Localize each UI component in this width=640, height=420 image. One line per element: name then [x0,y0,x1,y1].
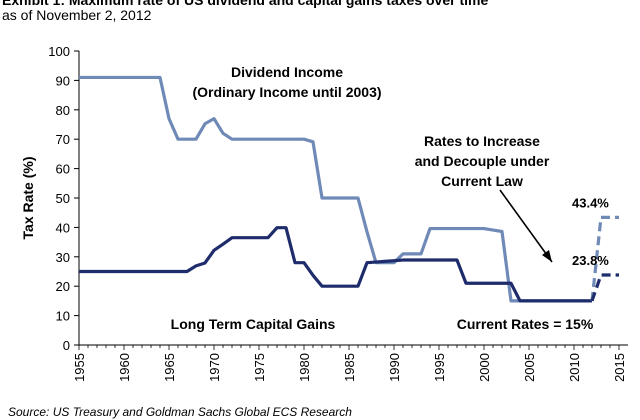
series-line-0 [79,75,592,303]
annotations: Dividend Income (Ordinary Income until 20… [171,64,610,332]
y-axis-label: Tax Rate (%) [20,157,36,240]
x-tick-label: 2005 [522,353,537,382]
increase-annotation-line-1: and Decouple under [415,153,550,169]
series-lines [79,75,619,303]
dividend-2013-label: 43.4% [572,195,609,210]
annotation-arrowhead [542,250,552,262]
y-tick-label: 20 [56,279,70,294]
y-axis: 0 10 20 30 40 50 60 70 80 90 100 Tax Rate (%) [20,44,80,353]
y-tick-label: 0 [63,338,70,353]
x-axis: 1955 1960 1965 1970 1975 1980 1985 1990 1995 2000… [72,344,628,382]
y-tick-label: 70 [56,132,70,147]
x-tick-label: 2015 [612,353,627,382]
x-tick-label: 1960 [117,353,132,382]
chart-subtitle: as of November 2, 2012 [2,7,152,23]
chart-title: Exhibit 1: Maximum rate of US dividend a… [2,0,489,8]
y-tick-label: 10 [56,309,70,324]
y-tick-label: 40 [56,220,70,235]
capgains-annotation-line-0: Long Term Capital Gains [171,316,336,332]
current-rates-annotation-line-0: Current Rates = 15% [457,316,594,332]
source-note: Source: US Treasury and Goldman Sachs Gl… [8,405,352,419]
x-tick-label: 1995 [432,353,447,382]
x-tick-label: 2000 [477,353,492,382]
y-tick-label: 100 [48,44,70,59]
increase-annotation-line-2: Current Law [441,173,523,189]
x-tick-label: 1975 [252,353,267,382]
y-tick-label: 90 [56,73,70,88]
annotation-arrow [499,189,553,263]
x-tick-label: 1985 [342,353,357,382]
y-tick-label: 50 [56,191,70,206]
x-tick-label: 1955 [72,353,87,382]
y-tick-label: 80 [56,103,70,118]
dividend-annotation-line-0: Dividend Income [231,64,343,80]
capgains-2013-label: 23.8% [572,253,609,268]
series-line-1 [79,226,592,303]
x-tick-label: 1970 [207,353,222,382]
x-tick-label: 1980 [297,353,312,382]
series-line-3 [590,273,619,302]
y-tick-label: 30 [56,250,70,265]
x-tick-label: 1965 [162,353,177,382]
x-tick-label: 2010 [567,353,582,382]
increase-annotation-line-0: Rates to Increase [424,133,540,149]
y-tick-label: 60 [56,162,70,177]
dividend-annotation-line-1: (Ordinary Income until 2003) [192,84,381,100]
x-tick-label: 1990 [387,353,402,382]
